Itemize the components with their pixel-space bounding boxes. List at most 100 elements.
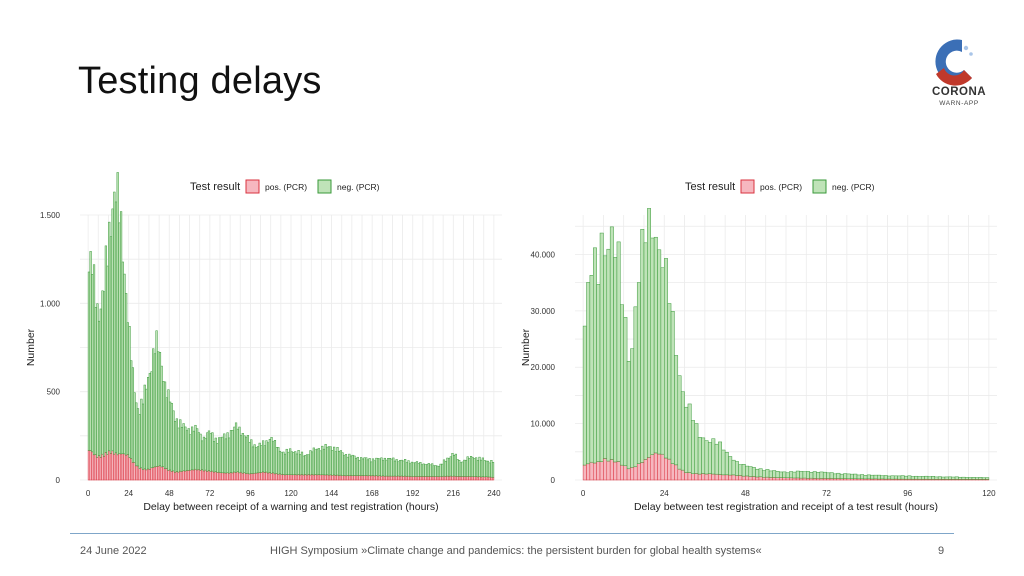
bar-pos [116, 454, 119, 481]
bar-pos [488, 476, 491, 481]
bar-neg [951, 476, 956, 480]
bar-pos [103, 456, 106, 481]
bar-neg [657, 249, 662, 455]
bar-pos [490, 476, 493, 481]
bar-neg [392, 457, 395, 477]
bar-neg [694, 423, 699, 474]
bar-neg [109, 236, 113, 454]
bar-neg [707, 442, 712, 474]
bar-pos [196, 469, 199, 481]
bar-neg [354, 458, 358, 476]
bar-pos [731, 474, 736, 481]
legend-title: Test result [190, 181, 240, 193]
bar-neg [582, 325, 587, 466]
bar-neg [846, 473, 851, 479]
bar-neg [748, 466, 753, 477]
bar-pos [361, 475, 364, 481]
bar-pos [324, 474, 327, 481]
bar-neg [897, 475, 902, 480]
bar-pos [338, 475, 341, 481]
bar-neg [143, 384, 146, 470]
bar-neg [941, 476, 946, 480]
bar-pos [458, 476, 461, 481]
bar-pos [131, 462, 135, 481]
x-tick-label: 120 [284, 489, 298, 498]
bar-neg [385, 459, 388, 477]
bar-neg [762, 470, 766, 478]
bar-pos [253, 472, 256, 481]
bar-pos [158, 465, 162, 481]
bar-neg [361, 458, 364, 476]
bar-pos [165, 468, 168, 481]
bar-neg [329, 446, 332, 476]
bars [87, 172, 495, 481]
bar-pos [119, 453, 123, 481]
bar-neg [483, 460, 486, 478]
bar-neg [126, 322, 129, 455]
bar-neg [104, 245, 107, 453]
bar-neg [724, 452, 729, 476]
bar-neg [197, 432, 200, 470]
bar-pos [596, 461, 601, 481]
bar-neg [674, 355, 679, 466]
bar-neg [395, 459, 398, 477]
bar-pos [630, 467, 635, 481]
bar-neg [589, 275, 594, 463]
legend: Test result pos. (PCR) neg. (PCR) [685, 179, 875, 194]
bar-pos [108, 450, 111, 481]
chart-warning-to-registration: Test result pos. (PCR) neg. (PCR) 0 500 1.000… [20, 170, 510, 520]
bar-pos [211, 470, 214, 481]
bar-neg [294, 451, 297, 475]
bar-pos [456, 476, 459, 481]
bar-neg [157, 351, 160, 467]
bar-neg [316, 448, 319, 476]
bar-pos [623, 465, 628, 481]
legend-swatch-neg [812, 179, 827, 194]
bar-neg [290, 451, 293, 475]
bar-pos [383, 475, 386, 481]
bar-neg [305, 454, 309, 476]
bar-neg [96, 303, 99, 458]
bar-pos [238, 472, 241, 481]
bar-neg [209, 433, 212, 473]
bar-neg [402, 460, 405, 477]
bar-neg [375, 457, 378, 476]
y-tick-label: 0 [56, 476, 61, 485]
bar-pos [609, 459, 614, 481]
bar-neg [89, 251, 92, 451]
bar-neg [331, 450, 334, 476]
corona-warn-app-logo [922, 34, 994, 114]
bar-neg [755, 468, 760, 478]
bar-neg [961, 476, 966, 480]
bar-pos [300, 474, 304, 481]
bar-pos [405, 476, 408, 481]
bar-neg [267, 442, 270, 474]
bar-pos [321, 474, 324, 481]
bar-neg [422, 463, 425, 477]
bar-pos [714, 473, 719, 481]
chart-svg-left: Test result pos. (PCR) neg. (PCR) 0 500 1.000… [25, 172, 502, 513]
bar-neg [758, 468, 763, 478]
bar-pos [99, 457, 102, 481]
bar-pos [424, 476, 427, 481]
bar-pos [809, 477, 814, 481]
bar-neg [616, 241, 621, 462]
bar-neg [478, 456, 481, 477]
bar-neg [388, 457, 392, 477]
bar-neg [304, 454, 307, 475]
y-tick-label: 40.000 [531, 250, 556, 259]
bar-pos [199, 470, 202, 481]
bar-neg [937, 476, 942, 480]
bar-pos [459, 476, 463, 481]
bar-neg [714, 443, 719, 475]
logo-text-warn-app: WARN-APP [939, 100, 979, 107]
bar-neg [140, 398, 143, 469]
bar-pos [302, 474, 305, 481]
bar-pos [304, 474, 307, 481]
bar-pos [121, 453, 124, 481]
bar-pos [449, 475, 452, 481]
bar-neg [189, 434, 192, 471]
bar-neg [148, 373, 151, 470]
bar-neg [113, 191, 116, 455]
bar-pos [231, 472, 234, 481]
